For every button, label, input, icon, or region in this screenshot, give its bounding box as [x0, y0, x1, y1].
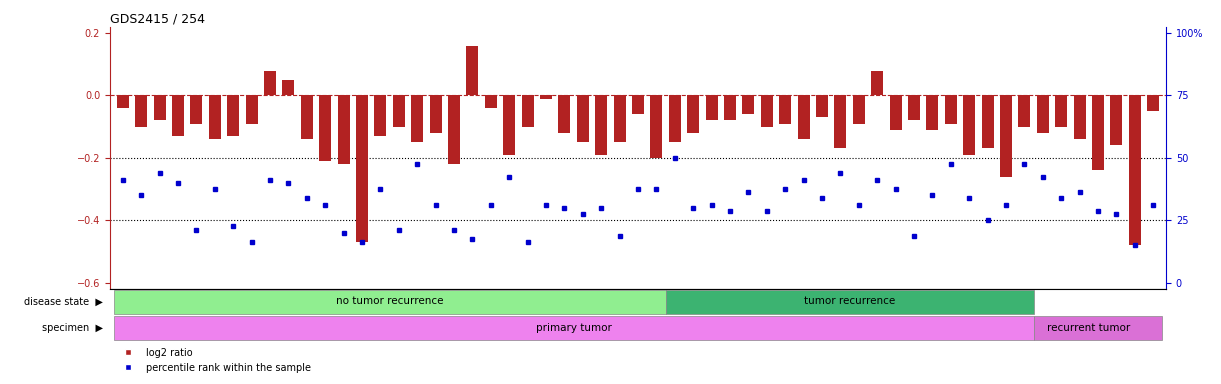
- Bar: [448, 96, 460, 164]
- Text: no tumor recurrence: no tumor recurrence: [336, 296, 443, 306]
- Bar: [927, 96, 939, 130]
- Bar: [282, 80, 294, 96]
- Text: specimen  ▶: specimen ▶: [42, 323, 103, 333]
- Bar: [540, 96, 552, 99]
- Bar: [742, 96, 755, 114]
- Bar: [154, 96, 166, 121]
- FancyBboxPatch shape: [114, 316, 1033, 340]
- Text: disease state  ▶: disease state ▶: [24, 297, 103, 307]
- Bar: [245, 96, 258, 124]
- FancyBboxPatch shape: [1033, 316, 1162, 340]
- Bar: [1018, 96, 1031, 127]
- Bar: [357, 96, 368, 242]
- Bar: [521, 96, 534, 127]
- Bar: [797, 96, 810, 139]
- Bar: [706, 96, 718, 121]
- Bar: [1055, 96, 1067, 127]
- Bar: [1000, 96, 1012, 177]
- Bar: [779, 96, 791, 124]
- Bar: [945, 96, 957, 124]
- Bar: [300, 96, 313, 139]
- Bar: [1148, 96, 1159, 111]
- Bar: [1092, 96, 1104, 170]
- Bar: [190, 96, 203, 124]
- Bar: [669, 96, 681, 142]
- Bar: [136, 96, 148, 127]
- Bar: [466, 46, 479, 96]
- Text: tumor recurrence: tumor recurrence: [803, 296, 895, 306]
- Bar: [503, 96, 515, 155]
- Bar: [852, 96, 864, 124]
- Bar: [1073, 96, 1085, 139]
- Bar: [761, 96, 773, 127]
- Bar: [172, 96, 184, 136]
- Bar: [209, 96, 221, 139]
- Bar: [816, 96, 828, 117]
- Text: primary tumor: primary tumor: [536, 323, 612, 333]
- Bar: [651, 96, 662, 158]
- Bar: [430, 96, 442, 133]
- Bar: [337, 96, 349, 164]
- Bar: [724, 96, 736, 121]
- Bar: [319, 96, 331, 161]
- Bar: [393, 96, 404, 127]
- Bar: [834, 96, 846, 149]
- Bar: [264, 71, 276, 96]
- Bar: [908, 96, 919, 121]
- Bar: [890, 96, 901, 130]
- Bar: [982, 96, 994, 149]
- Text: GDS2415 / 254: GDS2415 / 254: [110, 13, 205, 26]
- Bar: [558, 96, 570, 133]
- Bar: [485, 96, 497, 108]
- Bar: [1128, 96, 1140, 245]
- Legend: log2 ratio, percentile rank within the sample: log2 ratio, percentile rank within the s…: [115, 344, 315, 376]
- Bar: [595, 96, 607, 155]
- Bar: [963, 96, 976, 155]
- Text: recurrent tumor: recurrent tumor: [1048, 323, 1131, 333]
- FancyBboxPatch shape: [114, 290, 665, 314]
- Bar: [227, 96, 239, 136]
- Bar: [687, 96, 700, 133]
- Bar: [117, 96, 128, 108]
- Bar: [1110, 96, 1122, 146]
- Bar: [632, 96, 643, 114]
- Bar: [411, 96, 424, 142]
- Bar: [614, 96, 625, 142]
- FancyBboxPatch shape: [665, 290, 1033, 314]
- Bar: [872, 71, 883, 96]
- Bar: [576, 96, 589, 142]
- Bar: [375, 96, 386, 136]
- Bar: [1037, 96, 1049, 133]
